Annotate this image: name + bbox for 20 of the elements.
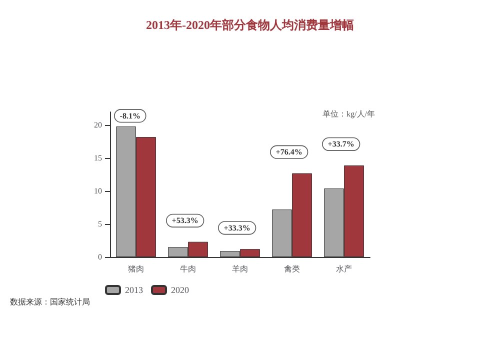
y-tick-label: 0 bbox=[98, 252, 102, 262]
annotation: +33.3% bbox=[224, 223, 250, 232]
y-tick-label: 15 bbox=[94, 154, 102, 163]
x-tick-label: 羊肉 bbox=[232, 264, 248, 274]
legend-label: 2020 bbox=[171, 285, 190, 295]
annotation: +53.3% bbox=[172, 216, 198, 226]
annotation: +33.7% bbox=[328, 140, 354, 149]
x-tick-label: 牛肉 bbox=[180, 264, 196, 274]
x-tick-label: 水产 bbox=[336, 264, 352, 274]
chart-title: 2013年-2020年部分食物人均消费量增幅 bbox=[146, 18, 354, 32]
y-tick-label: 20 bbox=[94, 120, 102, 130]
annotation: -8.1% bbox=[120, 111, 140, 120]
y-tick-label: 5 bbox=[98, 220, 102, 229]
annotation: +76.4% bbox=[276, 148, 302, 157]
legend-label: 2013 bbox=[125, 285, 144, 295]
y-tick-label: 10 bbox=[94, 186, 102, 196]
x-tick-label: 禽类 bbox=[284, 264, 300, 274]
source-note: 数据来源：国家统计局 bbox=[10, 298, 90, 306]
chart-subtitle: 单位：kg/人/年 bbox=[322, 110, 376, 118]
x-tick-label: 猪肉 bbox=[128, 264, 144, 274]
